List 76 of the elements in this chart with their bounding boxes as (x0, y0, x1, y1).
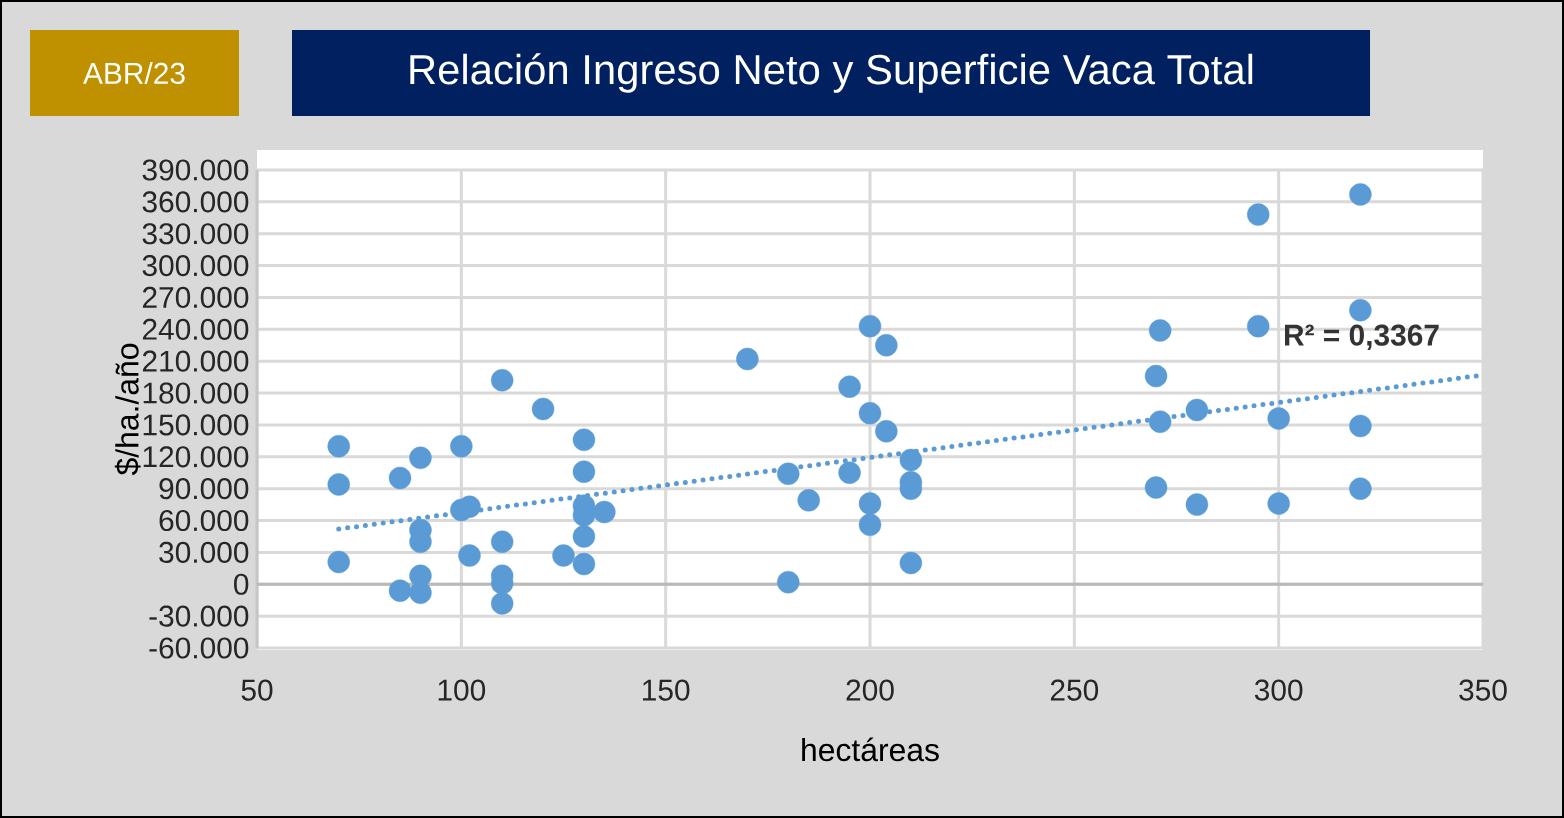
y-tick-label: 30.000 (159, 541, 249, 563)
y-tick-label: 60.000 (159, 509, 249, 532)
point (388, 466, 412, 490)
point (1144, 476, 1168, 499)
point (552, 544, 575, 567)
point (777, 462, 800, 485)
y-tick-label: 300.000 (142, 255, 249, 277)
point (572, 428, 596, 451)
point (1349, 477, 1372, 500)
x-tick-label: 50 (241, 679, 273, 701)
point (531, 397, 555, 421)
y-tick-label: 90.000 (159, 478, 249, 500)
y-tick-label: 120.000 (143, 446, 249, 468)
y-tick-label: 150.000 (143, 414, 249, 436)
y-tick-label: 180.000 (143, 382, 249, 404)
point (388, 579, 412, 602)
point (858, 314, 882, 338)
point (409, 581, 432, 604)
y-tick-label: 330.000 (142, 223, 249, 245)
point (777, 570, 800, 594)
point (1267, 492, 1290, 515)
chart-title: Relación Ingreso Neto y Superficie Vaca Total (410, 53, 1253, 93)
point (593, 500, 616, 524)
point (491, 369, 514, 392)
point (327, 473, 350, 496)
point (838, 375, 861, 398)
point (858, 492, 882, 515)
point (1144, 364, 1168, 388)
x-tick-label: 200 (846, 679, 894, 701)
y-tick-label: 270.000 (142, 286, 249, 309)
point (858, 402, 882, 425)
chart-subtitle: ABR/23 (83, 62, 185, 84)
y-tick-label: -30.000 (149, 605, 249, 627)
point (736, 347, 759, 371)
x-tick-label: 350 (1459, 679, 1507, 701)
point (838, 461, 861, 484)
point (858, 513, 882, 536)
x-tick-label: 300 (1254, 679, 1303, 701)
point (875, 420, 898, 443)
point (899, 448, 923, 472)
point (1247, 314, 1270, 338)
point (327, 434, 350, 458)
point (1267, 407, 1290, 430)
point (1247, 203, 1270, 226)
point (572, 525, 596, 548)
x-axis-title: hectáreas (802, 737, 939, 762)
annotation: R² = 0,3367 (1285, 324, 1439, 351)
point (458, 495, 481, 518)
point (797, 489, 820, 512)
point (1148, 319, 1172, 342)
point (1148, 410, 1172, 433)
y-tick-label: 210.000 (142, 350, 249, 372)
point (327, 550, 350, 574)
point (458, 544, 481, 567)
y-tick-label: 360.000 (142, 191, 249, 213)
y-tick-label: -60.000 (149, 637, 249, 659)
point (409, 446, 432, 470)
x-tick-label: 100 (438, 679, 486, 701)
x-tick-label: 250 (1050, 679, 1099, 701)
y-axis-title: $/ha./año (114, 343, 141, 476)
point (1349, 299, 1372, 322)
point (491, 592, 514, 615)
point (1185, 398, 1209, 422)
point (572, 460, 596, 483)
y-tick-label: 240.000 (142, 318, 249, 340)
point (899, 551, 923, 575)
point (1349, 414, 1372, 438)
y-tick-label: 0 (234, 573, 249, 595)
point (875, 334, 898, 357)
point (450, 434, 473, 458)
point (491, 530, 514, 553)
point (1349, 183, 1372, 206)
y-tick-label: 390.000 (142, 159, 249, 181)
point (572, 552, 596, 576)
x-tick-label: 150 (643, 679, 690, 701)
point (1185, 493, 1209, 516)
